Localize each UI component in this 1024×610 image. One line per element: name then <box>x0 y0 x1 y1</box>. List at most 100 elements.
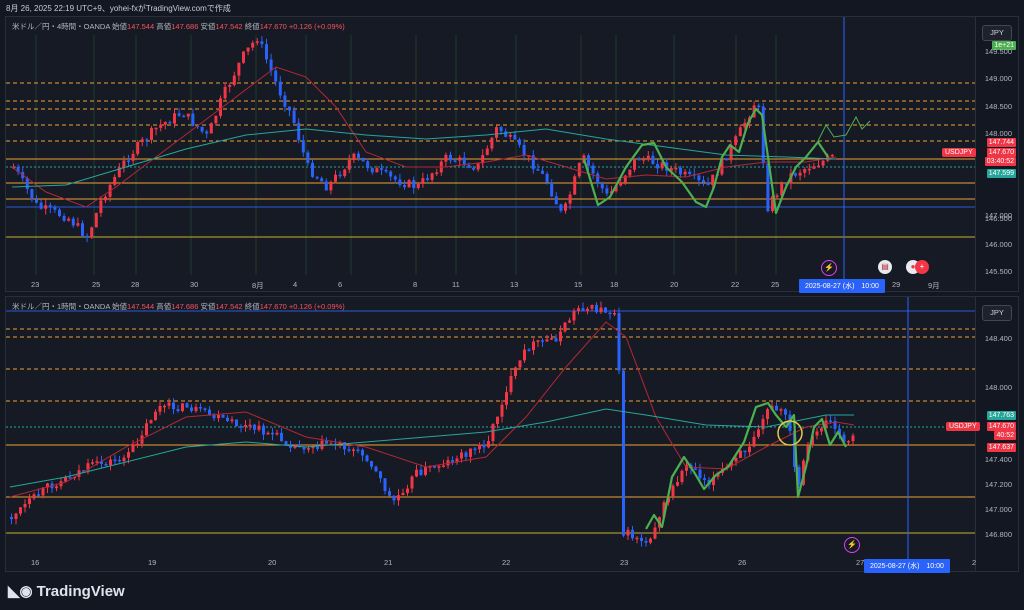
currency-button[interactable]: JPY <box>982 305 1012 321</box>
candle-body <box>366 161 370 169</box>
candle-body <box>817 165 820 168</box>
candle-body <box>635 537 639 540</box>
candle-body <box>53 207 57 210</box>
candle-body <box>37 494 40 496</box>
legend-1h: 米ドル／円・1時間・OANDA 始値147.544 高値147.686 安値14… <box>12 301 345 312</box>
currency-button[interactable]: JPY <box>982 25 1012 41</box>
price-tag-upper: 147.763 <box>986 411 1016 420</box>
candle-body <box>64 477 67 482</box>
candle-body <box>55 486 58 489</box>
chart-pane-4h[interactable]: 米ドル／円・4時間・OANDA 始値147.544 高値147.686 安値14… <box>5 16 1019 293</box>
candle-body <box>154 127 158 130</box>
candle-body <box>600 183 604 189</box>
candle-body <box>370 461 373 467</box>
tradingview-logo[interactable]: ◣◉ TradingView <box>8 582 125 600</box>
candle-body <box>766 163 770 212</box>
x-tick: 22 <box>731 280 740 289</box>
candle-body <box>752 436 756 447</box>
wave-drawing <box>645 401 847 530</box>
candle-body <box>99 200 103 214</box>
price-axis-4h[interactable]: JPY 1e+21 149.500 149.000 148.500 148.00… <box>975 17 1018 291</box>
y-tick: 147.400 <box>984 455 1012 464</box>
candle-body <box>284 441 288 445</box>
symbol-tag: USDJPY <box>942 148 976 157</box>
candle-body <box>374 466 378 472</box>
candle-body <box>311 162 314 177</box>
event-count-icon[interactable]: + <box>915 260 929 274</box>
candle-body <box>320 178 324 182</box>
candle-body <box>194 407 198 411</box>
legend-4h: 米ドル／円・4時間・OANDA 始値147.544 高値147.686 安値14… <box>12 21 345 32</box>
candle-body <box>357 153 360 158</box>
candle-body <box>163 122 167 125</box>
candle-body <box>16 166 20 173</box>
legend-symbol: 米ドル／円・1時間・OANDA <box>12 302 110 311</box>
candle-body <box>532 341 535 351</box>
lightning-icon[interactable]: ⚡ <box>821 260 837 276</box>
candle-body <box>495 127 498 138</box>
candle-body <box>550 182 554 197</box>
candle-body <box>472 167 475 170</box>
candle-body <box>608 312 612 315</box>
candle-body <box>205 131 209 134</box>
candle-body <box>573 176 577 195</box>
candle-body <box>833 420 837 429</box>
candle-body <box>67 218 71 221</box>
candle-body <box>725 158 728 161</box>
candle-body <box>145 423 148 436</box>
candle-body <box>688 171 692 175</box>
candle-body <box>577 308 580 311</box>
candle-body <box>167 402 171 406</box>
candle-body <box>734 136 738 145</box>
lightning-icon[interactable]: ⚡ <box>844 537 860 553</box>
candle-body <box>604 307 607 313</box>
candle-body <box>208 409 211 415</box>
candle-body <box>274 70 278 82</box>
candle-body <box>743 450 747 453</box>
candle-body <box>117 167 121 177</box>
candle-body <box>347 160 351 170</box>
candle-body <box>403 185 406 188</box>
candle-body <box>269 59 273 71</box>
candle-body <box>780 183 784 196</box>
candle-body <box>499 127 503 132</box>
chart-plot-1h[interactable] <box>6 297 978 573</box>
chart-plot-4h[interactable] <box>6 17 978 293</box>
candle-body <box>842 434 846 442</box>
candle-body <box>127 160 130 162</box>
candle-body <box>442 465 445 467</box>
us-flag-icon[interactable]: ▤ <box>878 260 892 274</box>
candle-body <box>271 432 274 435</box>
candle-body <box>154 411 157 421</box>
candle-body <box>85 235 89 238</box>
candle-body <box>829 420 832 422</box>
candle-body <box>784 409 787 415</box>
candle-body <box>280 432 283 442</box>
candle-body <box>811 435 814 446</box>
candle-body <box>798 172 802 176</box>
candle-body <box>283 95 287 107</box>
candle-body <box>398 179 402 186</box>
price-tag-lower: 147.599 <box>986 169 1016 178</box>
candle-body <box>242 51 245 63</box>
y-tick: 147.000 <box>984 505 1012 514</box>
price-axis-1h[interactable]: JPY 148.400 148.000 147.400 147.200 147.… <box>975 297 1018 571</box>
candle-body <box>407 180 411 188</box>
x-tick: 16 <box>31 558 40 567</box>
legend-symbol: 米ドル／円・4時間・OANDA <box>12 22 110 31</box>
candle-body <box>257 425 261 430</box>
candle-body <box>365 455 369 462</box>
candle-body <box>478 444 481 450</box>
moving-average-line <box>9 321 855 498</box>
candle-body <box>397 495 400 501</box>
candle-body <box>237 62 241 76</box>
candle-body <box>564 203 567 211</box>
candle-body <box>185 403 189 408</box>
moving-average-line <box>11 128 837 188</box>
candle-body <box>28 498 31 504</box>
candle-body <box>683 171 687 175</box>
countdown-tag: 40:52 <box>994 431 1016 440</box>
chart-pane-1h[interactable]: 米ドル／円・1時間・OANDA 始値147.544 高値147.686 安値14… <box>5 296 1019 573</box>
y-tick: 149.000 <box>984 74 1012 83</box>
candle-body <box>453 160 457 162</box>
